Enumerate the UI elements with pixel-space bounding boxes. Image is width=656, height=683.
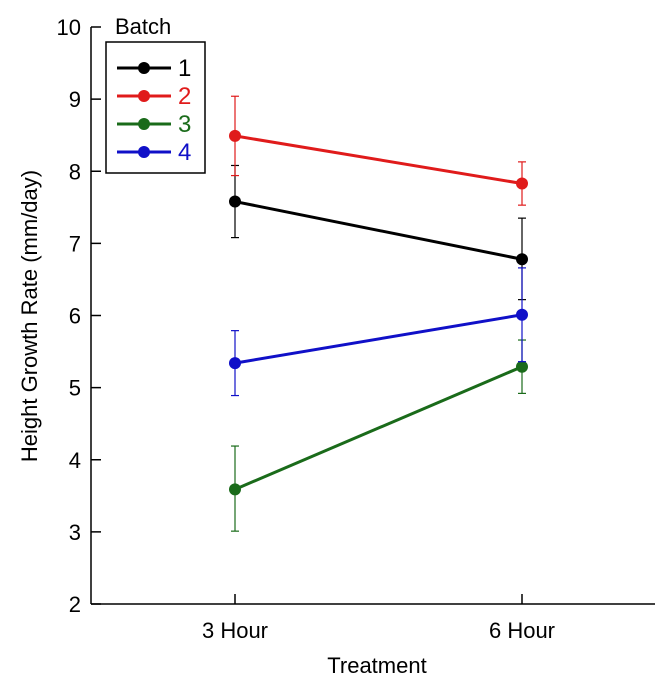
legend-item-1: 1: [117, 55, 191, 82]
legend-label: 4: [178, 139, 191, 166]
data-point: [516, 360, 528, 373]
legend-label: 1: [178, 55, 191, 82]
series-line: [234, 200, 523, 261]
data-point: [516, 177, 528, 190]
y-ticks: 2 3 4 5 6 7 8 9 10: [57, 15, 101, 617]
data-point: [229, 483, 241, 496]
series-2: [229, 95, 528, 206]
y-axis-title: Height Growth Rate (mm/day): [17, 170, 42, 462]
series-1: [229, 164, 528, 301]
legend-item-3: 3: [117, 111, 191, 138]
series-line: [234, 365, 523, 491]
y-tick-label: 2: [69, 592, 81, 617]
series-line: [234, 134, 523, 185]
series-4: [229, 267, 528, 397]
data-point: [516, 308, 528, 321]
legend-swatch-marker: [138, 146, 150, 158]
x-axis-title: Treatment: [327, 653, 426, 678]
legend-label: 3: [178, 111, 191, 138]
legend-item-4: 4: [117, 139, 191, 166]
legend-title: Batch: [115, 14, 171, 39]
y-tick-label: 10: [57, 15, 81, 40]
x-ticks: 3 Hour 6 Hour: [202, 594, 555, 643]
y-tick-label: 8: [69, 159, 81, 184]
data-point: [516, 253, 528, 266]
y-tick-label: 5: [69, 376, 81, 401]
legend-label: 2: [178, 83, 191, 110]
y-tick-label: 6: [69, 304, 81, 329]
legend-swatch-marker: [138, 62, 150, 74]
x-tick-label: 3 Hour: [202, 618, 268, 643]
series-layer: [229, 95, 528, 532]
series-3: [229, 339, 528, 532]
y-tick-label: 9: [69, 87, 81, 112]
y-tick-label: 4: [69, 448, 81, 473]
legend-swatch-marker: [138, 118, 150, 130]
y-tick-label: 7: [69, 231, 81, 256]
data-point: [229, 129, 241, 142]
x-tick-label: 6 Hour: [489, 618, 555, 643]
legend-swatch-marker: [138, 90, 150, 102]
legend-item-2: 2: [117, 83, 191, 110]
data-point: [229, 195, 241, 208]
series-line: [234, 313, 523, 365]
y-tick-label: 3: [69, 520, 81, 545]
data-point: [229, 357, 241, 370]
